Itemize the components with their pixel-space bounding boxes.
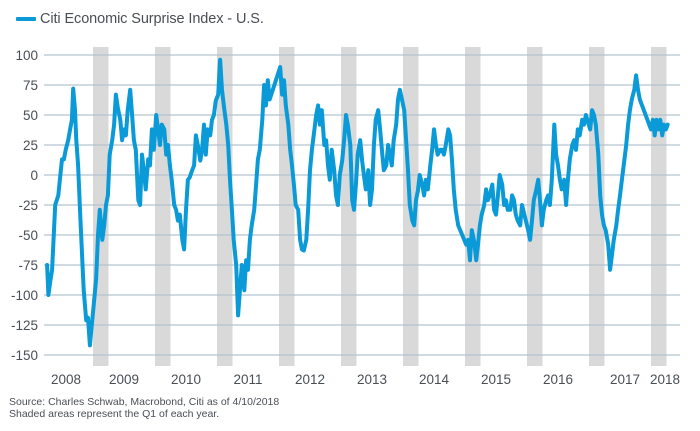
x-tick-label: 2014 bbox=[419, 372, 450, 387]
shading-note: Shaded areas represent the Q1 of each ye… bbox=[9, 408, 220, 420]
x-tick-label: 2018 bbox=[650, 372, 680, 387]
x-tick-label: 2011 bbox=[233, 372, 262, 387]
q1-shade-2011 bbox=[217, 47, 233, 366]
x-tick-label: 2008 bbox=[51, 372, 81, 387]
q1-shaded-areas bbox=[93, 47, 667, 366]
y-axis-labels: 100 75 50 25 0 -25 -50 -75 -100 -125 -150 bbox=[11, 48, 38, 363]
q1-shade-2012 bbox=[279, 47, 295, 366]
y-tick-label: -75 bbox=[18, 258, 38, 273]
y-tick-label: 50 bbox=[23, 108, 38, 123]
q1-shade-2018 bbox=[651, 47, 667, 366]
x-tick-label: 2012 bbox=[295, 372, 325, 387]
y-tick-label: 75 bbox=[23, 78, 38, 93]
x-tick-label: 2015 bbox=[481, 372, 511, 387]
legend-label: Citi Economic Surprise Index - U.S. bbox=[40, 11, 264, 27]
source-note: Source: Charles Schwab, Macrobond, Citi … bbox=[9, 396, 280, 408]
x-tick-label: 2010 bbox=[171, 372, 201, 387]
y-tick-label: -125 bbox=[11, 318, 38, 333]
y-tick-label: -50 bbox=[18, 228, 38, 243]
y-tick-label: -150 bbox=[11, 348, 38, 363]
x-tick-label: 2017 bbox=[610, 372, 640, 387]
chart-legend: Citi Economic Surprise Index - U.S. bbox=[16, 11, 264, 27]
x-tick-label: 2016 bbox=[543, 372, 573, 387]
y-tick-label: -25 bbox=[18, 198, 38, 213]
q1-shade-2015 bbox=[465, 47, 481, 366]
q1-shade-2010 bbox=[155, 47, 171, 366]
x-axis-labels: 2008 2009 2010 2011 2012 2013 2014 2015 2016 2017… bbox=[51, 372, 680, 387]
y-tick-label: 0 bbox=[30, 168, 38, 183]
y-tick-label: -100 bbox=[11, 288, 38, 303]
y-tick-label: 100 bbox=[15, 48, 38, 63]
series-line-ces-index bbox=[45, 57, 670, 348]
q1-shade-2017 bbox=[589, 47, 605, 366]
y-tick-label: 25 bbox=[23, 138, 38, 153]
x-tick-label: 2013 bbox=[357, 372, 387, 387]
series-lines bbox=[45, 57, 670, 348]
legend-swatch-icon bbox=[16, 17, 36, 21]
chart-notes: Source: Charles Schwab, Macrobond, Citi … bbox=[9, 396, 279, 420]
x-tick-label: 2009 bbox=[109, 372, 139, 387]
